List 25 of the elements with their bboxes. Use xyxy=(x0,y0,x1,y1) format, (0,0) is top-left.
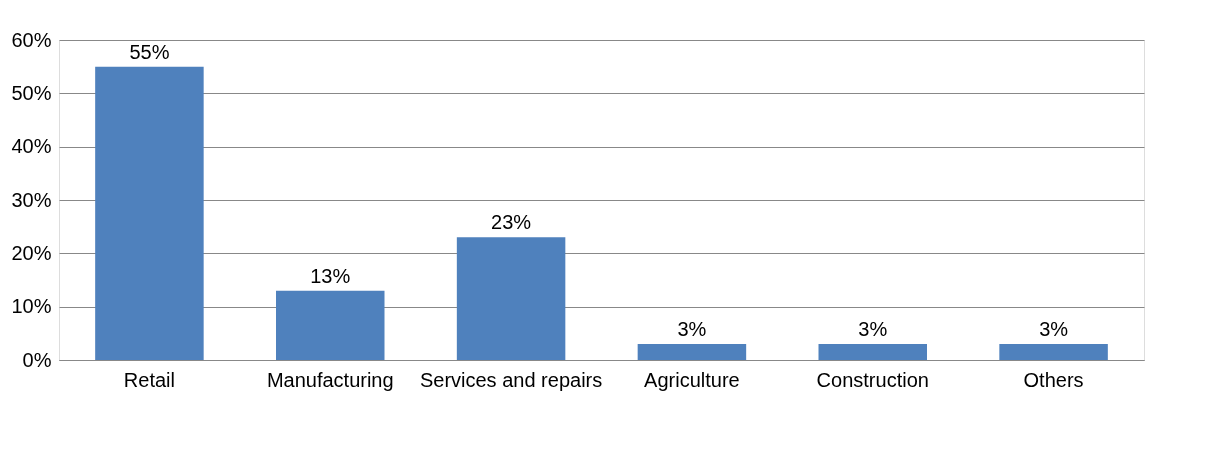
x-tick-label: Services and repairs xyxy=(419,368,603,391)
x-tick-label: Agriculture xyxy=(644,368,740,391)
x-tick-label: Manufacturing xyxy=(266,368,394,391)
bar xyxy=(999,344,1108,360)
x-tick-label: Others xyxy=(1023,368,1084,391)
data-label: 13% xyxy=(310,264,351,287)
y-tick-label: 10% xyxy=(11,295,52,318)
bar xyxy=(456,237,566,360)
y-tick-label: 40% xyxy=(11,135,52,158)
bar xyxy=(276,290,385,360)
data-label: 3% xyxy=(858,318,888,340)
data-label: 23% xyxy=(491,211,532,234)
y-tick-label: 30% xyxy=(11,188,52,211)
y-tick-label: 50% xyxy=(11,81,52,104)
data-label: 55% xyxy=(129,40,170,63)
bar xyxy=(95,66,204,360)
x-tick-label: Construction xyxy=(816,368,929,391)
data-label: 3% xyxy=(1039,318,1069,340)
y-tick-label: 60% xyxy=(11,28,52,51)
bar xyxy=(818,344,927,360)
bar xyxy=(637,344,747,360)
data-label: 3% xyxy=(677,318,707,340)
y-tick-label: 0% xyxy=(22,348,52,371)
y-tick-label: 20% xyxy=(11,241,52,264)
x-tick-label: Retail xyxy=(123,368,175,391)
